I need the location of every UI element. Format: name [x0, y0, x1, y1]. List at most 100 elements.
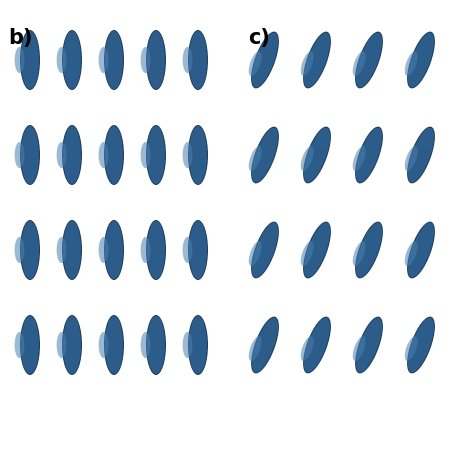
Ellipse shape	[189, 221, 207, 279]
Ellipse shape	[252, 33, 278, 87]
Ellipse shape	[141, 142, 151, 168]
Ellipse shape	[104, 220, 124, 280]
Ellipse shape	[353, 51, 365, 76]
Ellipse shape	[189, 316, 207, 374]
Ellipse shape	[141, 332, 151, 358]
Ellipse shape	[63, 31, 81, 89]
Ellipse shape	[249, 146, 262, 171]
Ellipse shape	[20, 125, 40, 185]
Ellipse shape	[62, 125, 82, 185]
Ellipse shape	[99, 142, 109, 168]
Ellipse shape	[251, 317, 279, 374]
Ellipse shape	[301, 146, 314, 171]
Ellipse shape	[147, 221, 165, 279]
Ellipse shape	[182, 47, 192, 73]
Ellipse shape	[252, 318, 278, 373]
Ellipse shape	[15, 237, 25, 263]
Ellipse shape	[304, 128, 330, 182]
Ellipse shape	[252, 128, 278, 182]
Ellipse shape	[188, 30, 208, 90]
Ellipse shape	[104, 30, 124, 90]
Ellipse shape	[249, 51, 262, 76]
Ellipse shape	[251, 32, 279, 88]
Ellipse shape	[356, 128, 382, 182]
Ellipse shape	[304, 318, 330, 373]
Ellipse shape	[408, 128, 434, 182]
Ellipse shape	[21, 126, 39, 184]
Ellipse shape	[15, 47, 25, 73]
Ellipse shape	[105, 221, 123, 279]
Ellipse shape	[355, 317, 383, 374]
Ellipse shape	[353, 146, 365, 171]
Text: c): c)	[248, 28, 270, 48]
Ellipse shape	[303, 317, 331, 374]
Ellipse shape	[251, 127, 279, 183]
Ellipse shape	[407, 222, 435, 278]
Ellipse shape	[20, 315, 40, 375]
Ellipse shape	[62, 30, 82, 90]
Ellipse shape	[408, 223, 434, 277]
Ellipse shape	[188, 125, 208, 185]
Ellipse shape	[21, 221, 39, 279]
Ellipse shape	[182, 332, 192, 358]
Text: b): b)	[8, 28, 33, 48]
Ellipse shape	[21, 316, 39, 374]
Ellipse shape	[62, 315, 82, 375]
Ellipse shape	[251, 222, 279, 278]
Ellipse shape	[146, 220, 166, 280]
Ellipse shape	[20, 220, 40, 280]
Ellipse shape	[188, 315, 208, 375]
Ellipse shape	[56, 47, 66, 73]
Ellipse shape	[304, 223, 330, 277]
Ellipse shape	[99, 47, 109, 73]
Ellipse shape	[141, 237, 151, 263]
Ellipse shape	[146, 315, 166, 375]
Ellipse shape	[353, 241, 365, 266]
Ellipse shape	[301, 51, 314, 76]
Ellipse shape	[408, 33, 434, 87]
Ellipse shape	[304, 33, 330, 87]
Ellipse shape	[249, 241, 262, 266]
Ellipse shape	[99, 332, 109, 358]
Ellipse shape	[303, 32, 331, 88]
Ellipse shape	[356, 33, 382, 87]
Ellipse shape	[355, 32, 383, 88]
Ellipse shape	[182, 142, 192, 168]
Ellipse shape	[303, 222, 331, 278]
Ellipse shape	[405, 51, 418, 76]
Ellipse shape	[355, 127, 383, 183]
Ellipse shape	[147, 126, 165, 184]
Ellipse shape	[356, 318, 382, 373]
Ellipse shape	[15, 142, 25, 168]
Ellipse shape	[189, 126, 207, 184]
Ellipse shape	[146, 30, 166, 90]
Ellipse shape	[104, 315, 124, 375]
Ellipse shape	[303, 127, 331, 183]
Ellipse shape	[407, 317, 435, 374]
Ellipse shape	[105, 316, 123, 374]
Ellipse shape	[252, 223, 278, 277]
Ellipse shape	[147, 31, 165, 89]
Ellipse shape	[407, 32, 435, 88]
Ellipse shape	[356, 223, 382, 277]
Ellipse shape	[99, 237, 109, 263]
Ellipse shape	[141, 47, 151, 73]
Ellipse shape	[104, 125, 124, 185]
Ellipse shape	[105, 126, 123, 184]
Ellipse shape	[62, 220, 82, 280]
Ellipse shape	[105, 31, 123, 89]
Ellipse shape	[63, 221, 81, 279]
Ellipse shape	[407, 127, 435, 183]
Ellipse shape	[353, 336, 365, 361]
Ellipse shape	[249, 336, 262, 361]
Ellipse shape	[405, 336, 418, 361]
Ellipse shape	[188, 220, 208, 280]
Ellipse shape	[405, 146, 418, 171]
Ellipse shape	[63, 126, 81, 184]
Ellipse shape	[15, 332, 25, 358]
Ellipse shape	[20, 30, 40, 90]
Ellipse shape	[56, 237, 66, 263]
Ellipse shape	[21, 31, 39, 89]
Ellipse shape	[301, 241, 314, 266]
Ellipse shape	[189, 31, 207, 89]
